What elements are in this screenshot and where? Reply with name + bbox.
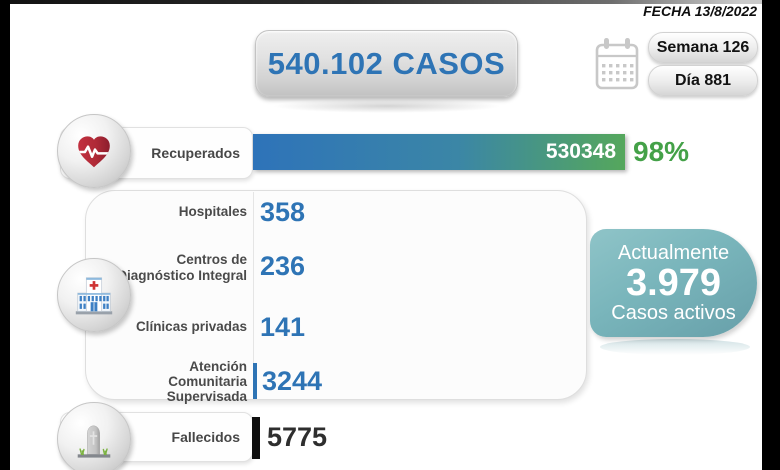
heart-ekg-icon	[78, 136, 110, 168]
cdi-label: Centros de Diagnóstico Integral	[117, 252, 247, 283]
active-cases-label-top: Actualmente	[617, 242, 730, 264]
hospitals-label: Hospitales	[178, 204, 247, 219]
hospitals-value: 358	[260, 197, 306, 227]
active-cases-reflection	[600, 339, 750, 355]
recovered-icon-circle	[57, 114, 131, 188]
total-cases-reflection	[272, 99, 502, 113]
total-cases-value: 540.102 CASOS	[267, 45, 506, 81]
private-clinics-label: Clínicas privadas	[135, 319, 247, 334]
day-badge: Día 881	[648, 65, 758, 96]
hospital-icon	[75, 277, 113, 315]
calendar-icon	[595, 38, 639, 90]
breakdown-panel	[85, 190, 587, 400]
tombstone-icon	[77, 425, 111, 458]
hospital-icon-circle	[57, 258, 131, 332]
deceased-value: 5775	[267, 422, 328, 452]
private-clinics-value: 141	[260, 312, 306, 342]
recovered-bar: 530348	[253, 134, 625, 170]
community-care-label: Atención Comunitaria Supervisada	[166, 359, 247, 404]
cdi-value: 236	[260, 251, 306, 281]
deceased-bar	[252, 417, 260, 459]
top-divider-strip	[10, 0, 762, 4]
active-cases-box: Actualmente 3.979 Casos activos	[590, 229, 757, 337]
community-care-value: 3244	[262, 366, 323, 396]
recovered-percent: 98%	[633, 136, 690, 167]
report-date: FECHA 13/8/2022	[643, 3, 757, 19]
week-badge: Semana 126	[648, 32, 758, 63]
deceased-icon-circle	[57, 402, 131, 470]
total-cases-box: 540.102 CASOS	[255, 30, 518, 97]
recovered-value: 530348	[545, 140, 616, 163]
report-content: FECHA 13/8/2022 540.102 CASOS Semana 126…	[10, 0, 762, 470]
active-cases-value: 3.979	[625, 262, 722, 304]
deceased-label: Fallecidos	[171, 429, 240, 445]
panel-divider-line	[253, 192, 254, 398]
community-care-bar	[253, 363, 257, 399]
active-cases-label-bottom: Casos activos	[611, 302, 736, 324]
recovered-label: Recuperados	[151, 145, 240, 161]
